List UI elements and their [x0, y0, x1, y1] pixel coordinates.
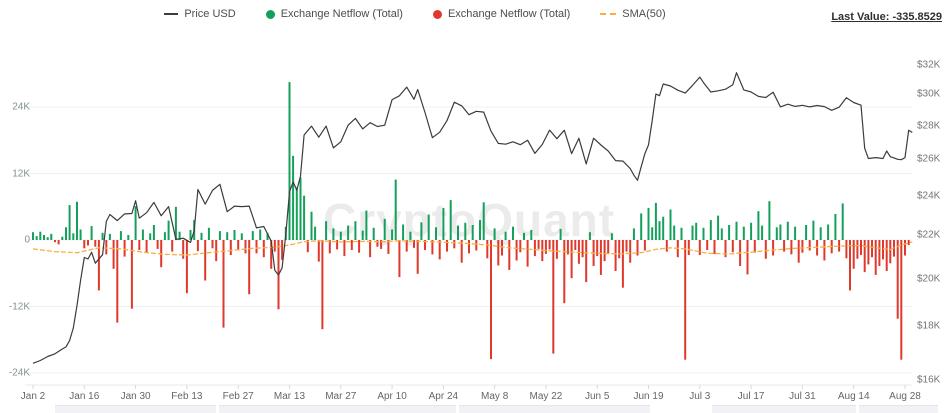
chart-legend: Price USD Exchange Netflow (Total) Excha…: [0, 8, 830, 20]
x-axis-label-may-22: May 22: [529, 391, 563, 402]
x-axis-ticks: [32, 385, 906, 389]
x-axis-label-jan-16: Jan 16: [69, 391, 100, 402]
strip-segment: [55, 405, 216, 413]
strip-segment: [219, 405, 456, 413]
y-axis-label-right-$32K: $32K: [917, 59, 941, 71]
legend-item-netflow-inflow[interactable]: Exchange Netflow (Total): [265, 8, 403, 20]
x-axis-label-apr-10: Apr 10: [377, 391, 407, 402]
red-dot-icon: [432, 9, 442, 19]
y-axis-label-left-24K: 24K: [12, 101, 30, 113]
y-axis-label-right-$26K: $26K: [917, 153, 941, 165]
netflow-bars: [32, 82, 910, 360]
x-axis-label-jun-5: Jun 5: [585, 391, 610, 402]
green-dot-icon: [265, 9, 275, 19]
sma-dashed-line-marker-icon: [600, 13, 617, 15]
y-axis-label-right-$18K: $18K: [917, 320, 941, 332]
x-axis-label-mar-13: Mar 13: [273, 391, 306, 402]
x-axis-label-feb-27: Feb 27: [222, 391, 254, 402]
legend-item-sma50[interactable]: SMA(50): [600, 8, 666, 20]
strip-segment: [859, 405, 938, 413]
legend-label-netflow-inflow: Exchange Netflow (Total): [280, 8, 403, 20]
x-axis-label-jan-2: Jan 2: [20, 391, 46, 402]
legend-label-sma50: SMA(50): [622, 8, 666, 20]
x-axis-label-jul-31: Jul 31: [789, 391, 816, 402]
y-axis-label-left-12K: 12K: [12, 168, 30, 179]
x-axis-label-feb-13: Feb 13: [171, 391, 203, 402]
legend-item-price-usd[interactable]: Price USD: [164, 8, 236, 20]
strip-segment: [459, 405, 650, 413]
x-axis-label-jul-3: Jul 3: [689, 391, 711, 402]
x-axis-label-jan-30: Jan 30: [120, 391, 151, 402]
x-axis-label-jul-17: Jul 17: [737, 391, 765, 402]
x-axis-label-jun-19: Jun 19: [633, 391, 664, 402]
next-panel-strip: [0, 404, 950, 413]
sma50-line: [32, 240, 913, 256]
y-axis-label-right-$30K: $30K: [917, 88, 941, 100]
price-line: [32, 72, 913, 364]
y-axis-label-left--12K: -12K: [8, 301, 30, 312]
legend-label-netflow-outflow: Exchange Netflow (Total): [447, 8, 571, 20]
x-axis-label-aug-28: Aug 28: [889, 391, 921, 402]
y-axis-label-right-$16K: $16K: [917, 374, 941, 386]
y-axis-label-left-0: 0: [24, 234, 30, 246]
x-axis-label-mar-27: Mar 27: [325, 391, 357, 402]
y-axis-label-left--24K: -24K: [8, 367, 30, 379]
x-axis-label-aug-14: Aug 14: [837, 391, 870, 402]
cryptoquant-watermark: CryptoQuant: [323, 194, 616, 246]
x-axis-label-may-8: May 8: [481, 391, 509, 402]
legend-item-netflow-outflow[interactable]: Exchange Netflow (Total): [432, 8, 571, 20]
y-axis-label-right-$24K: $24K: [917, 190, 941, 202]
strip-segment: [712, 405, 856, 413]
y-axis-label-right-$20K: $20K: [917, 273, 941, 285]
last-value-link[interactable]: Last Value: -335.8529: [831, 11, 942, 23]
y-axis-label-right-$28K: $28K: [917, 120, 941, 132]
x-axis-label-apr-24: Apr 24: [428, 391, 459, 402]
price-line-marker-icon: [164, 13, 179, 15]
legend-label-price-usd: Price USD: [184, 8, 236, 20]
y-axis-label-right-$22K: $22K: [917, 229, 941, 241]
